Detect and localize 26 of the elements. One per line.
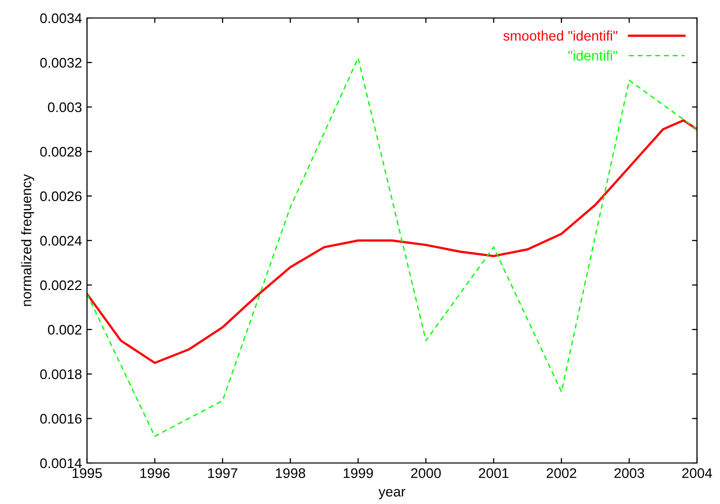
- legend-label: smoothed "identifi": [503, 30, 618, 41]
- x-tick-label: 1997: [208, 468, 238, 478]
- y-tick-label: 0.003: [48, 102, 82, 112]
- y-tick-label: 0.0026: [40, 191, 82, 202]
- x-axis-title: year: [378, 488, 406, 500]
- line-series: [87, 119, 697, 364]
- y-tick-label: 0.0034: [40, 13, 82, 24]
- y-tick-label: 0.0022: [40, 280, 82, 290]
- x-tick-label: 1996: [140, 468, 170, 478]
- y-tick-label: 0.0014: [40, 458, 82, 468]
- y-tick-label: 0.0028: [40, 146, 82, 157]
- y-tick-label: 0.002: [48, 324, 82, 335]
- y-axis-title: normalized frequency: [21, 174, 34, 306]
- x-tick-label: 2000: [411, 468, 441, 478]
- x-tick-label: 2003: [614, 468, 644, 478]
- x-tick-label: 2002: [546, 468, 576, 478]
- x-tick-label: 1998: [276, 468, 306, 478]
- y-tick-label: 0.0018: [40, 369, 82, 380]
- x-tick-label: 1995: [72, 468, 102, 478]
- y-tick-label: 0.0032: [40, 58, 82, 68]
- x-tick-label: 2001: [478, 468, 508, 478]
- legend-label: "identifi": [568, 50, 618, 61]
- x-tick-label: 2004: [682, 468, 712, 478]
- x-tick-label: 1999: [344, 468, 373, 478]
- y-tick-label: 0.0024: [40, 236, 82, 246]
- y-tick-label: 0.0016: [40, 414, 82, 424]
